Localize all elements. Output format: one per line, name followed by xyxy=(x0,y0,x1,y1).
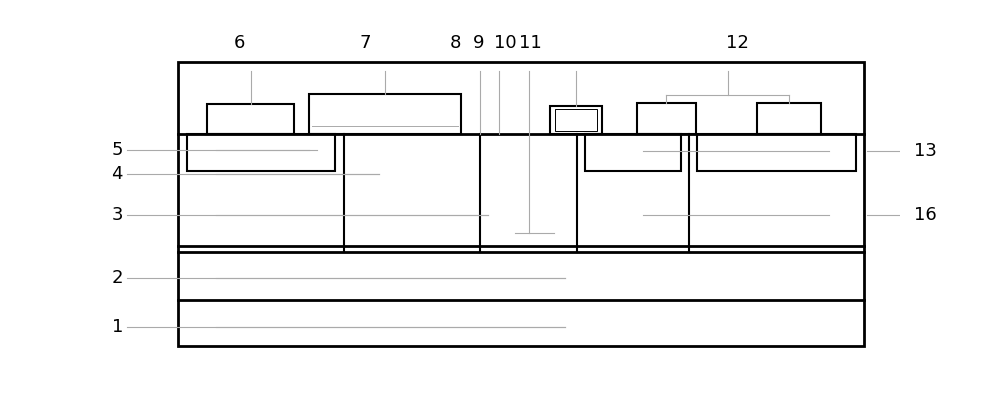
Bar xyxy=(555,109,597,131)
Bar xyxy=(757,103,821,134)
Text: 11: 11 xyxy=(519,34,542,52)
Text: 10: 10 xyxy=(494,34,517,52)
Bar xyxy=(585,134,681,171)
Text: 4: 4 xyxy=(112,165,123,183)
Bar xyxy=(178,62,864,346)
Text: 3: 3 xyxy=(112,206,123,224)
Text: 2: 2 xyxy=(112,269,123,287)
Text: 12: 12 xyxy=(726,34,749,52)
Text: 6: 6 xyxy=(234,34,245,52)
Text: 7: 7 xyxy=(360,34,371,52)
Bar xyxy=(550,106,602,134)
Bar xyxy=(207,104,294,134)
Text: 5: 5 xyxy=(112,141,123,159)
Text: 16: 16 xyxy=(914,206,937,224)
Text: 9: 9 xyxy=(473,34,484,52)
Bar xyxy=(697,134,856,171)
Bar xyxy=(187,134,335,171)
Text: 13: 13 xyxy=(914,142,937,160)
Bar xyxy=(309,93,461,134)
Text: 8: 8 xyxy=(450,34,462,52)
Text: 1: 1 xyxy=(112,318,123,336)
Bar xyxy=(637,103,696,134)
